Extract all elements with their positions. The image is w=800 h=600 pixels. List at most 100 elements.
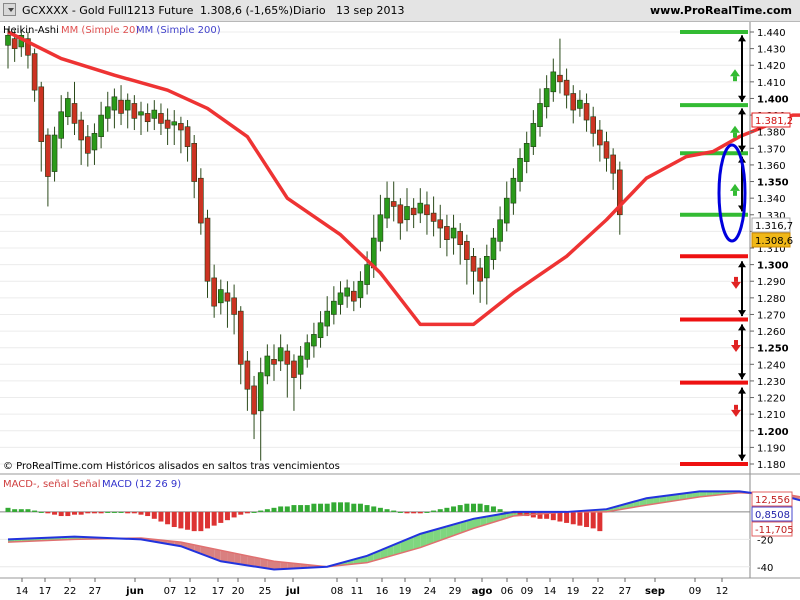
macd-histogram-bar <box>331 502 337 512</box>
macd-signal-fill-segment <box>420 531 427 548</box>
candle-body <box>344 287 350 297</box>
candle-body <box>291 360 297 378</box>
macd-signal-fill-segment <box>393 542 401 556</box>
macd-histogram-bar <box>118 511 124 513</box>
macd-histogram-bar <box>471 503 476 512</box>
candle-body <box>430 212 437 222</box>
candle-body <box>377 214 384 242</box>
macd-histogram-bar <box>38 511 44 513</box>
candle-body <box>131 103 138 119</box>
price-tick-label: 1.430 <box>757 45 786 56</box>
macd-histogram-bar <box>78 511 84 515</box>
x-tick-label: 20 <box>232 586 245 597</box>
x-tick-label: 17 <box>212 586 225 597</box>
candle-body <box>563 79 570 96</box>
candle-body <box>616 169 623 216</box>
price-tick-label: 1.200 <box>757 427 789 438</box>
macd-signal-fill-segment <box>234 553 241 565</box>
candle-body <box>85 136 91 154</box>
macd-histogram-bar <box>311 503 317 512</box>
candle-body <box>384 197 390 219</box>
candle-body <box>144 113 151 123</box>
macd-histogram-bar <box>125 511 131 514</box>
macd-histogram-bar <box>291 505 297 512</box>
candle-body <box>417 202 424 214</box>
macd-histogram-bar <box>564 511 570 523</box>
x-tick-label: 08 <box>331 586 344 597</box>
macd-badge-mid: 0,8508 <box>751 506 793 522</box>
price-tick-label: 1.180 <box>757 460 786 471</box>
candle-body <box>111 96 118 111</box>
candle-body <box>218 289 224 304</box>
macd-signal-fill-segment <box>247 555 255 567</box>
candle-body <box>264 355 271 377</box>
macd-histogram-bar <box>464 503 470 512</box>
candle-body <box>71 103 78 124</box>
candle-body <box>118 99 124 114</box>
x-tick-label: 17 <box>39 586 52 597</box>
candle-body <box>610 154 616 174</box>
candle-body <box>517 157 523 182</box>
candle-body <box>237 310 244 365</box>
candle-body <box>457 231 464 245</box>
macd-signal-fill-segment <box>287 562 294 569</box>
candle-body <box>450 227 457 239</box>
macd-histogram-bar <box>377 507 383 512</box>
macd-histogram-bar <box>45 511 51 514</box>
macd-histogram-bar <box>151 511 157 519</box>
macd-histogram <box>5 502 603 532</box>
badge-level: 1.316,7 <box>751 217 793 233</box>
candle-body <box>437 219 444 229</box>
macd-histogram-bar <box>158 511 164 522</box>
macd-histogram-bar <box>524 511 530 517</box>
macd-histogram-bar <box>264 509 270 512</box>
projection-arrow-head <box>738 261 746 268</box>
candle-body <box>404 206 410 221</box>
candle-body <box>151 109 158 119</box>
up-arrow-icon <box>730 69 740 77</box>
macd-histogram-bar <box>131 511 137 514</box>
macd-signal-fill-segment <box>400 539 407 554</box>
macd-histogram-bar <box>497 509 503 512</box>
menu-dropdown-icon[interactable] <box>3 3 16 16</box>
down-arrow-icon-stem <box>734 276 738 282</box>
macd-histogram-bar <box>371 506 377 512</box>
x-tick-label: 12 <box>184 586 197 597</box>
macd-badge-neg: -11,705 <box>751 521 794 537</box>
period-label: Diario <box>293 4 326 17</box>
macd-histogram-bar <box>191 511 197 532</box>
candle-body <box>397 204 404 224</box>
macd-signal-line <box>7 491 800 568</box>
macd-signal-fill-segment <box>254 557 261 568</box>
macd-signal-fill-segment <box>480 516 487 527</box>
macd-signal-fill-segment <box>666 494 673 502</box>
macd-histogram-bar <box>544 511 550 519</box>
x-tick-label: 14 <box>16 586 29 597</box>
x-tick-label: 27 <box>89 586 102 597</box>
candle-body <box>550 71 557 93</box>
macd-histogram-bar <box>484 505 490 512</box>
macd-signal-fill-segment <box>274 561 281 570</box>
footer-note: © ProRealTime.com Históricos alisados en… <box>3 460 340 472</box>
candle-body <box>277 347 284 362</box>
macd-histogram-bar <box>271 507 277 512</box>
macd-signal-fill-segment <box>433 528 441 543</box>
instrument-name: GCXXXX - Gold Full1213 Future <box>22 4 194 17</box>
candle-body <box>324 310 331 327</box>
macd-signal-fill-segment <box>227 551 235 564</box>
candle-body <box>350 290 357 302</box>
candle-body <box>251 385 257 415</box>
macd-histogram-bar <box>25 509 31 512</box>
macd-histogram-bar <box>251 511 257 513</box>
macd-signal-fill <box>8 491 800 570</box>
macd-signal-fill-segment <box>440 526 447 541</box>
macd-histogram-bar <box>165 511 171 525</box>
candle-body <box>490 237 497 260</box>
candle-body <box>78 119 84 141</box>
macd-signal-fill-segment <box>214 548 221 562</box>
down-arrow-icon <box>731 345 741 353</box>
down-arrow-icon-stem <box>734 340 738 346</box>
macd-histogram-bar <box>198 511 204 532</box>
candle-body <box>158 113 164 124</box>
x-tick-label: 06 <box>501 586 514 597</box>
